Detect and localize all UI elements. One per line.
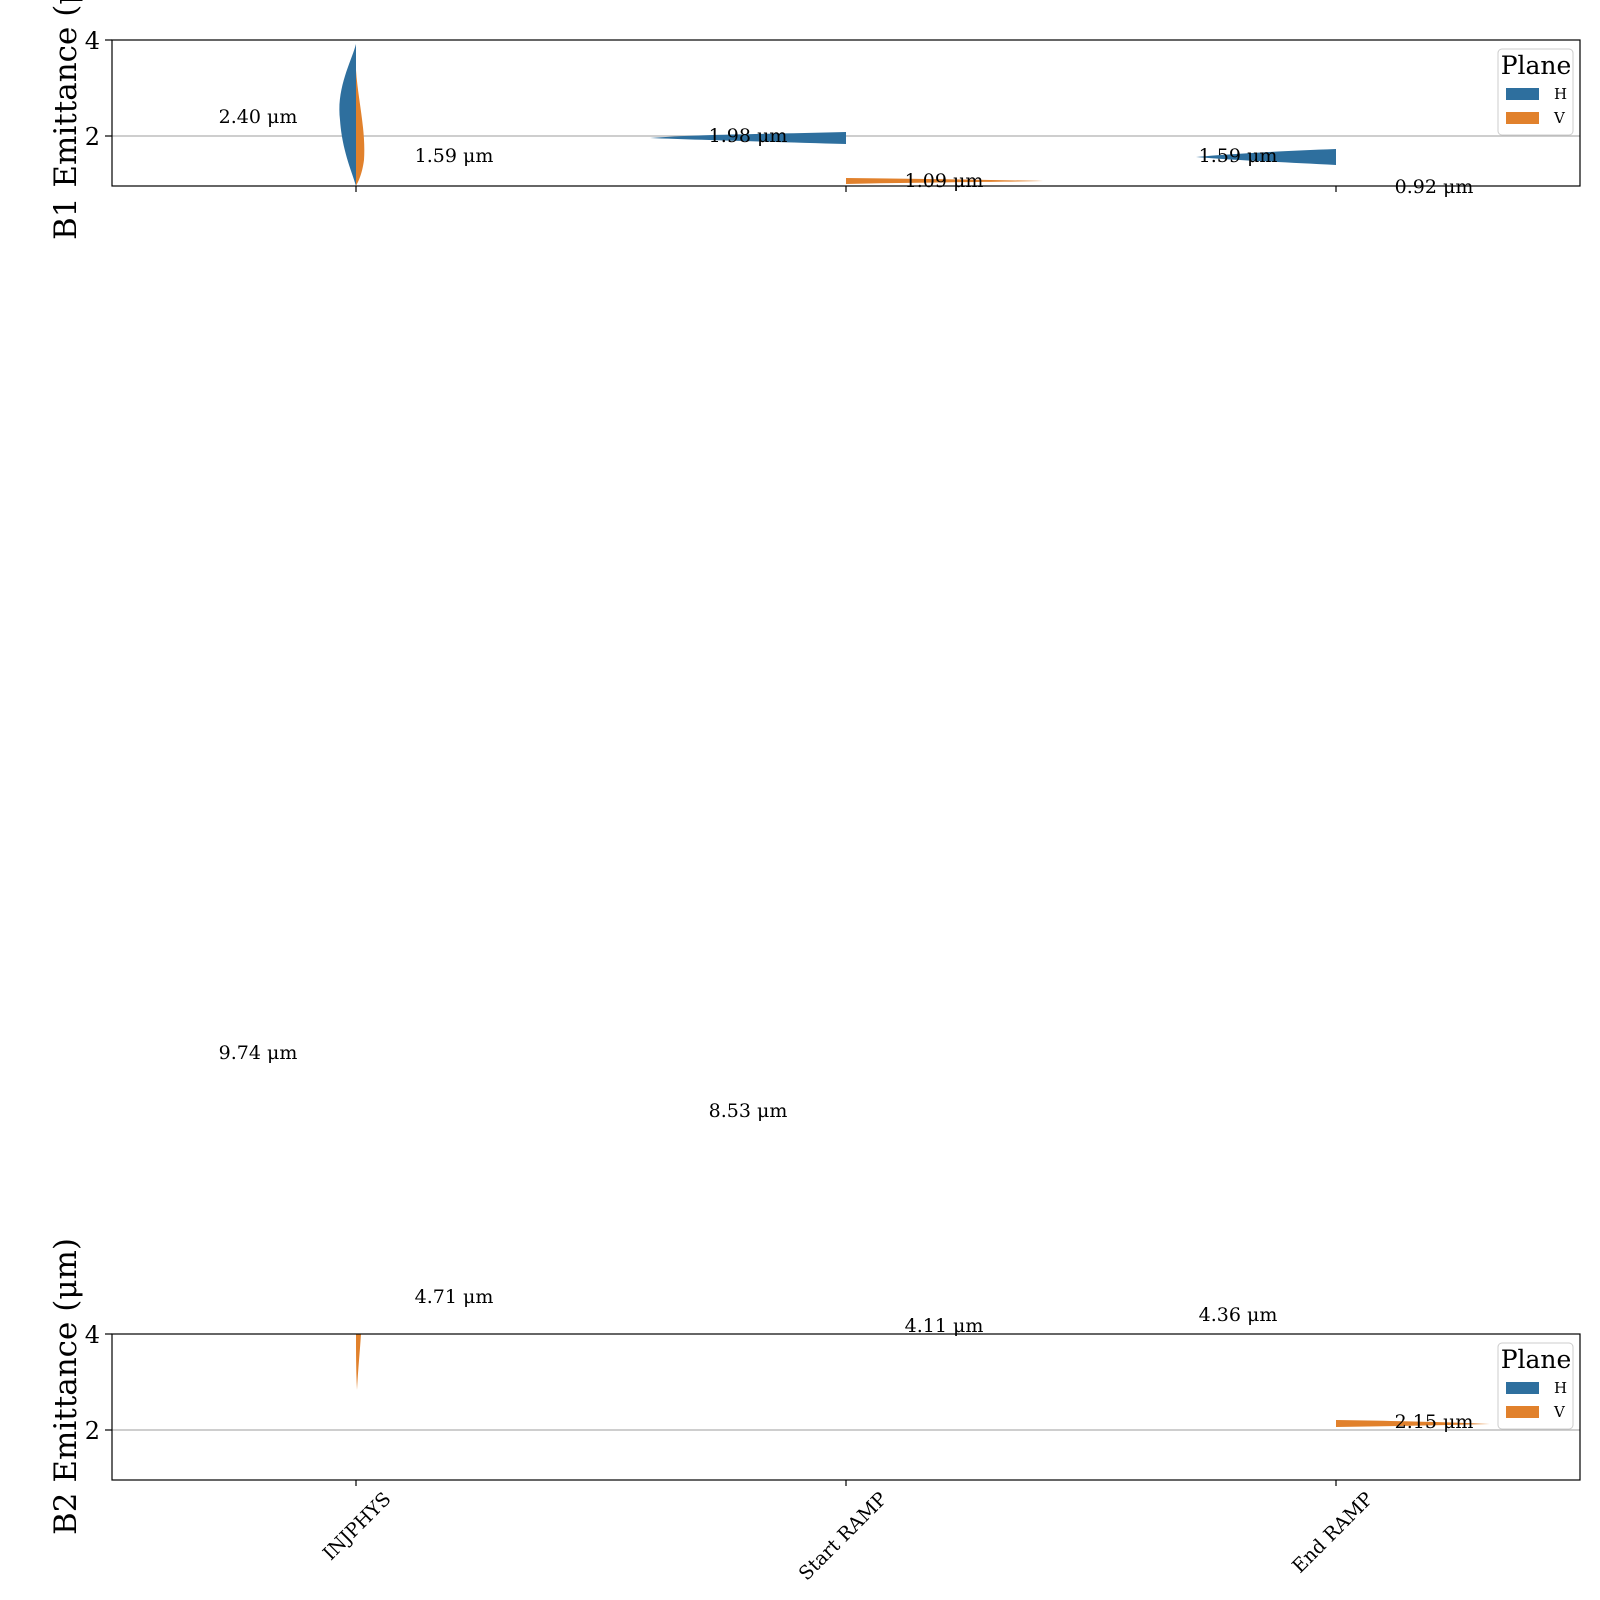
panel-b1: 2 4 B1 Emittance (μm) 2.40 μm 1.59 μm 1.… <box>48 0 1581 240</box>
b1-violin-endramp-h <box>1196 149 1336 165</box>
b1-legend-label-h: H <box>1554 85 1567 103</box>
b2-legend-label-h: H <box>1554 1379 1567 1397</box>
b1-annotation-startramp-v: 1.09 μm <box>905 170 984 192</box>
b2-legend-swatch-h <box>1506 1382 1539 1394</box>
b2-annotation-startramp-v: 4.11 μm <box>905 1315 984 1337</box>
b1-annotation-startramp-h: 1.98 μm <box>709 125 788 147</box>
b1-violin-injphys-h <box>339 44 356 186</box>
b2-ytick-label-4: 4 <box>85 1321 100 1349</box>
b2-violin-endramp-v <box>1336 1420 1490 1427</box>
b1-annotation-injphys-v: 1.59 μm <box>415 145 494 167</box>
b1-annotation-endramp-h: 1.59 μm <box>1199 145 1278 167</box>
panel-b2: 2 4 INJPHYS Start RAMP End RAMP B2 Emitt… <box>48 1042 1581 1585</box>
b2-y-axis-label: B2 Emittance (μm) <box>48 1238 84 1535</box>
b2-legend-swatch-v <box>1506 1406 1539 1418</box>
b1-legend: Plane H V <box>1497 48 1574 136</box>
b1-legend-label-v: V <box>1553 109 1566 127</box>
b2-xtick-label-startramp: Start RAMP <box>795 1488 892 1585</box>
b1-y-axis-label: B1 Emittance (μm) <box>48 0 84 240</box>
b2-annotation-injphys-h: 9.74 μm <box>219 1042 298 1064</box>
b1-legend-swatch-h <box>1506 88 1539 100</box>
b1-violin-startramp-v <box>846 178 1043 184</box>
b1-annotation-injphys-h: 2.40 μm <box>219 106 298 128</box>
b2-annotation-startramp-h: 8.53 μm <box>709 1100 788 1122</box>
b1-legend-swatch-v <box>1506 112 1539 124</box>
b2-annotation-endramp-h: 4.36 μm <box>1199 1304 1278 1326</box>
b2-ytick-label-2: 2 <box>85 1417 100 1445</box>
b2-annotation-endramp-v: 2.15 μm <box>1395 1411 1474 1433</box>
b2-legend-title: Plane <box>1501 1345 1572 1374</box>
b1-legend-title: Plane <box>1501 51 1572 80</box>
b1-violin-injphys-v <box>356 70 365 186</box>
b1-annotation-endramp-v: 0.92 μm <box>1395 176 1474 198</box>
b2-violin-injphys-v <box>356 1334 361 1390</box>
b1-violin-startramp-h <box>650 132 846 144</box>
b2-axes-frame <box>111 1333 1581 1481</box>
b2-annotation-injphys-v: 4.71 μm <box>415 1286 494 1308</box>
b2-xtick-label-injphys: INJPHYS <box>319 1488 396 1565</box>
b2-xtick-label-endramp: End RAMP <box>1288 1488 1378 1578</box>
b1-ytick-label-2: 2 <box>85 123 100 151</box>
b1-axes-frame <box>111 39 1581 187</box>
b2-legend: Plane H V <box>1497 1342 1574 1430</box>
b1-ytick-label-4: 4 <box>85 27 100 55</box>
b2-legend-label-v: V <box>1553 1403 1566 1421</box>
